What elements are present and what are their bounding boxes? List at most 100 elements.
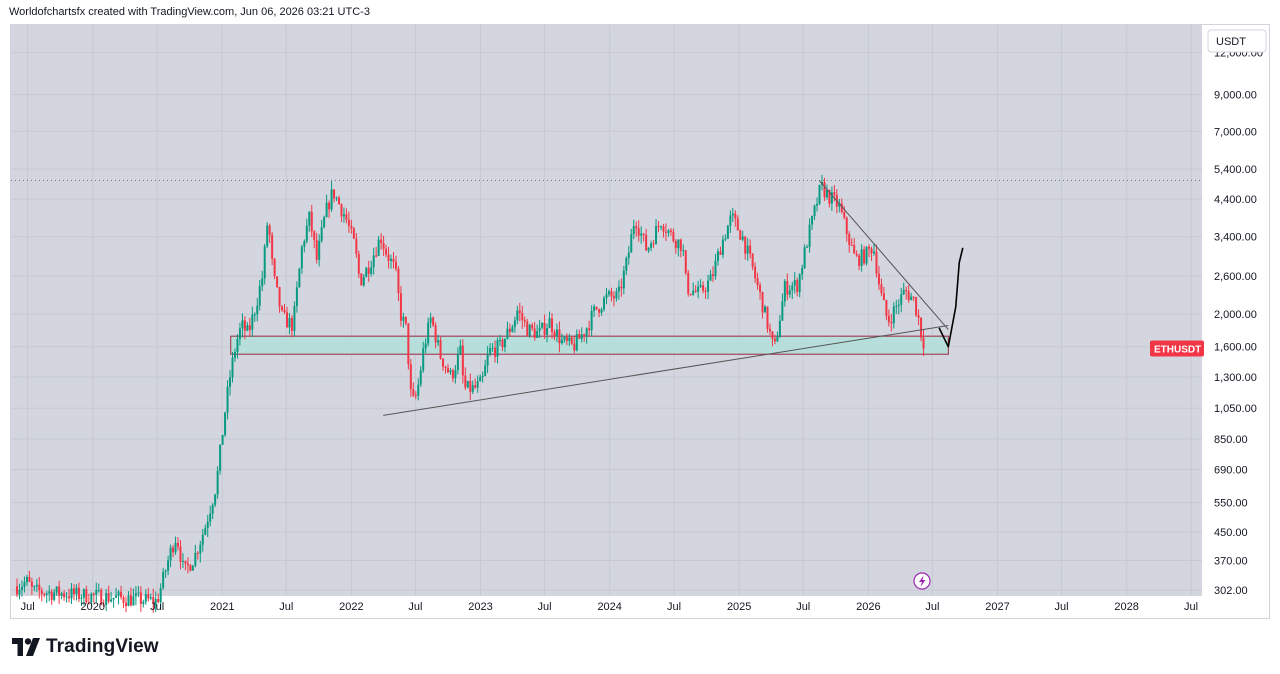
candle-up [724,234,727,242]
candle-down [16,578,19,598]
candle-down [719,246,722,255]
candle-down [461,339,464,384]
candle-up [266,222,269,248]
candle-body [392,258,395,262]
candle-up [320,219,323,243]
candle-up [65,591,68,603]
candle-body [432,317,435,326]
candle-body [414,395,417,397]
candle-body [699,285,702,287]
price-tick-label: 4,400.00 [1214,194,1257,206]
candle-down [469,373,472,400]
support-zone-layer [230,335,949,355]
candle-up [437,334,440,346]
candle-up [97,583,100,593]
candle-up [630,228,633,253]
candle-down [744,236,747,260]
candle-body [860,249,863,267]
candle-up [860,244,863,272]
candle-body [439,340,442,359]
candle-body [107,593,110,602]
candle-body [915,297,918,316]
lightning-icon[interactable] [913,572,931,590]
candle-up [159,583,162,610]
candle-up [424,338,427,354]
candle-up [897,299,900,315]
candle-up [241,313,244,338]
candle-down [890,313,893,332]
candle-up [48,585,51,602]
candle-body [224,412,227,435]
candle-up [253,312,256,322]
candle-body [43,593,46,595]
candle-body [741,236,744,240]
candle-up [741,230,744,242]
candle-body [684,250,687,273]
candle-body [300,246,303,269]
candle-up [149,593,152,601]
price-tick-label: 550.00 [1214,498,1248,510]
candle-up [506,321,509,340]
candle-body [105,593,108,606]
candle-up [778,315,781,338]
candle-up [335,196,338,202]
candle-body [600,309,603,313]
candle-up [226,380,229,420]
candle-up [137,585,140,598]
last-price-badge-bg [1150,340,1204,357]
candle-up [575,329,578,352]
candle-down [917,309,920,326]
time-axis[interactable]: Jul 2020 Jul 2021 Jul 2022 Jul 2023 Jul 2024 Jul 20… [21,601,1198,613]
candle-body [298,268,301,288]
candle-body [806,246,809,248]
candle-body [241,320,244,329]
candle-body [199,544,202,554]
candle-body [533,328,536,338]
price-axis[interactable]: 12,000.009,000.007,000.005,400.004,400.0… [1214,48,1263,597]
candle-down [313,230,316,249]
currency-button[interactable]: USDT [1207,29,1267,53]
candle-up [491,342,494,352]
candle-up [667,229,670,237]
candle-body [788,290,791,295]
candle-up [818,184,821,206]
candle-body [226,386,229,413]
candle-up [605,287,608,305]
candle-down [756,272,759,290]
candle-down [58,580,61,605]
candle-body [721,239,724,255]
price-tick-label: 1,300.00 [1214,372,1257,384]
candle-body [697,286,700,292]
candle-body [345,214,348,220]
candle-up [298,267,301,288]
plot-area[interactable] [11,25,1202,596]
candle-body [612,296,615,299]
candle-up [910,292,913,301]
candle-body [206,521,209,529]
candle-down [595,306,598,311]
candle-up [536,324,539,339]
candle-down [521,305,524,329]
candle-up [788,285,791,298]
candle-body [744,236,747,254]
candle-up [617,280,620,300]
candle-up [300,244,303,274]
candle-body [583,334,586,337]
candle-up [110,591,113,603]
candle-body [87,602,90,604]
candle-down [50,589,53,605]
candle-body [679,239,682,251]
candle-up [806,244,809,248]
candle-body [652,243,655,245]
candle-up [781,293,784,321]
candle-body [513,320,516,328]
candle-body [692,290,695,295]
candle-up [872,243,875,256]
candle-down [276,276,279,289]
candles [16,174,925,613]
candle-body [920,317,923,338]
candle-body [825,190,828,198]
brand-name: TradingView [46,636,159,657]
candle-down [533,321,536,341]
